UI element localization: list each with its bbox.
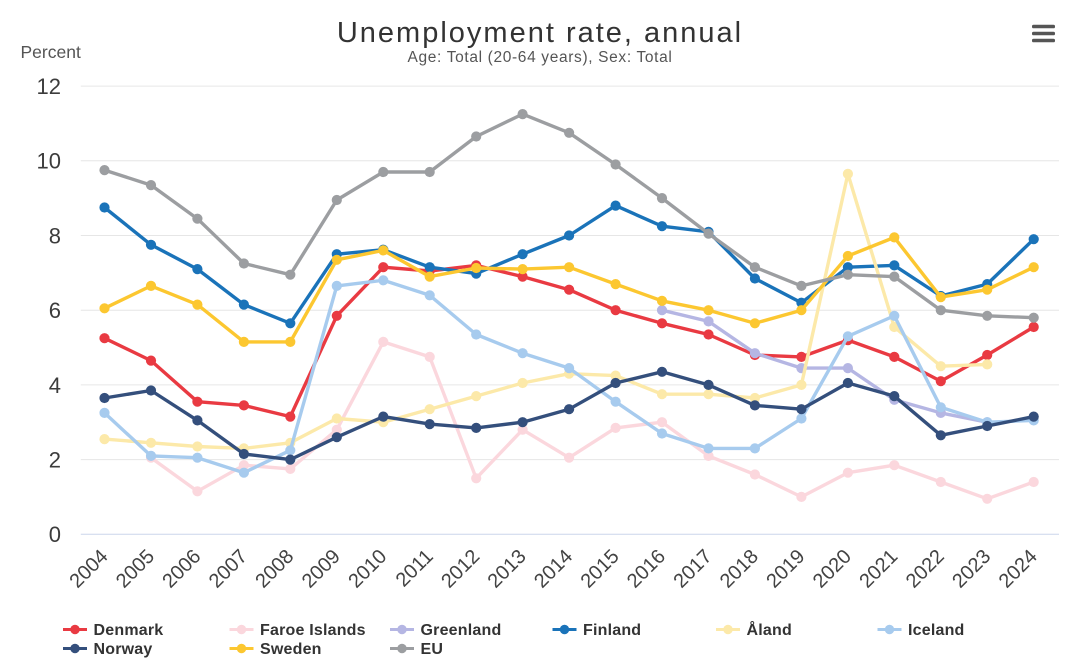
svg-text:6: 6 [49, 298, 61, 323]
svg-text:Faroe Islands: Faroe Islands [260, 622, 366, 639]
svg-text:Percent: Percent [21, 42, 81, 62]
svg-text:8: 8 [49, 223, 61, 248]
svg-text:Iceland: Iceland [908, 622, 965, 639]
svg-text:2: 2 [49, 448, 61, 473]
svg-text:10: 10 [37, 149, 61, 174]
svg-text:0: 0 [49, 522, 61, 547]
svg-text:Age: Total (20-64 years), Sex:: Age: Total (20-64 years), Sex: Total [408, 49, 673, 66]
svg-text:Greenland: Greenland [421, 622, 502, 639]
svg-text:Sweden: Sweden [260, 641, 322, 658]
svg-text:12: 12 [37, 74, 61, 99]
svg-text:Unemployment rate, annual: Unemployment rate, annual [337, 17, 743, 49]
svg-text:Åland: Åland [747, 620, 792, 639]
svg-text:Norway: Norway [94, 641, 153, 658]
svg-text:4: 4 [49, 373, 61, 398]
svg-text:Finland: Finland [583, 622, 641, 639]
svg-text:Denmark: Denmark [94, 622, 164, 639]
svg-text:EU: EU [421, 641, 444, 658]
